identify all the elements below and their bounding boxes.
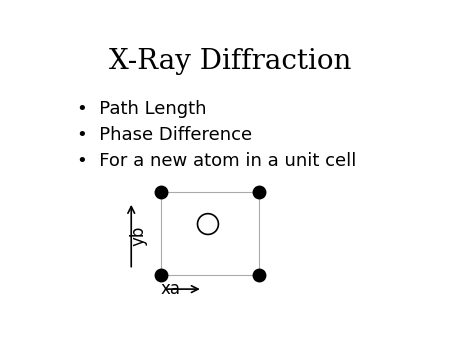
Text: xa: xa: [161, 280, 181, 298]
Text: yb: yb: [129, 225, 147, 246]
Text: •  For a new atom in a unit cell: • For a new atom in a unit cell: [77, 152, 356, 170]
Text: •  Phase Difference: • Phase Difference: [77, 126, 252, 144]
Text: X-Ray Diffraction: X-Ray Diffraction: [109, 48, 352, 75]
Text: •  Path Length: • Path Length: [77, 100, 207, 118]
